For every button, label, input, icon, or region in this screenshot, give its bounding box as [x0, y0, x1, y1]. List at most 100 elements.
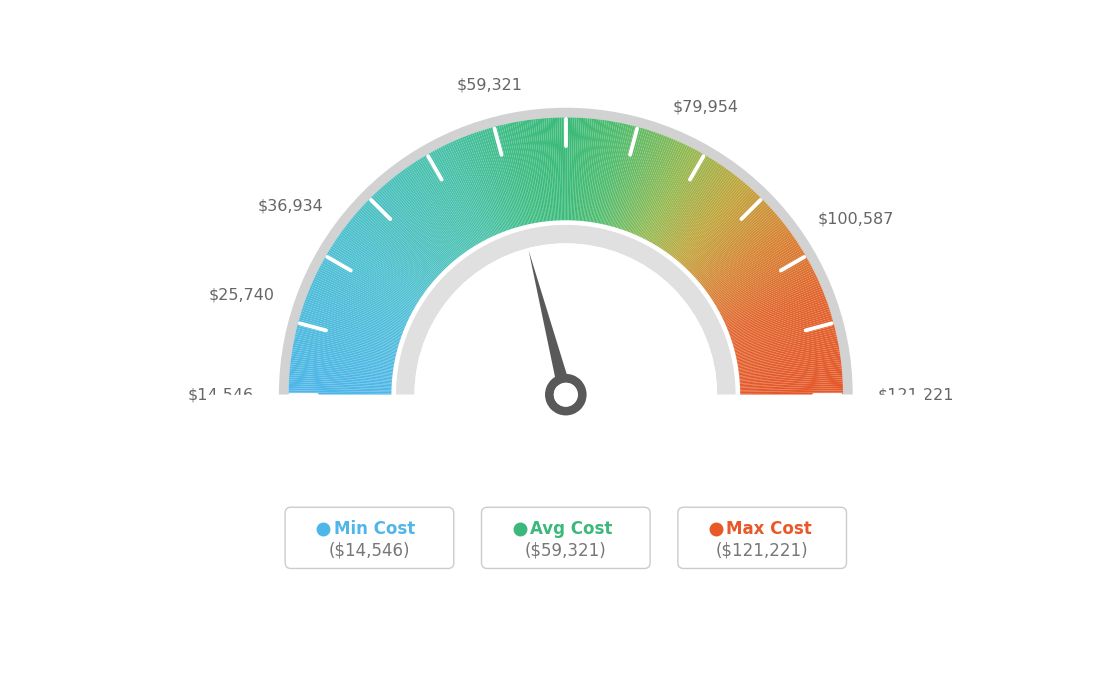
Wedge shape: [612, 127, 641, 227]
Text: $121,221: $121,221: [878, 387, 954, 402]
Wedge shape: [501, 125, 527, 225]
Wedge shape: [553, 118, 559, 220]
Wedge shape: [705, 228, 788, 291]
Wedge shape: [347, 223, 428, 288]
Wedge shape: [289, 382, 392, 388]
Wedge shape: [361, 206, 437, 277]
Wedge shape: [730, 299, 827, 335]
Wedge shape: [735, 330, 836, 355]
Text: Avg Cost: Avg Cost: [530, 520, 613, 538]
Wedge shape: [608, 126, 635, 226]
Wedge shape: [412, 163, 470, 250]
Wedge shape: [592, 121, 609, 222]
Wedge shape: [314, 277, 408, 322]
Wedge shape: [293, 349, 394, 367]
Wedge shape: [736, 341, 838, 362]
Wedge shape: [426, 154, 479, 244]
Wedge shape: [580, 118, 590, 221]
Wedge shape: [333, 242, 420, 300]
Wedge shape: [299, 317, 399, 347]
Wedge shape: [672, 176, 737, 257]
Wedge shape: [296, 328, 396, 354]
Wedge shape: [434, 150, 485, 241]
Wedge shape: [353, 215, 433, 282]
Wedge shape: [371, 195, 445, 270]
Wedge shape: [613, 128, 644, 227]
Wedge shape: [401, 170, 464, 255]
Wedge shape: [421, 157, 476, 246]
Wedge shape: [358, 210, 436, 279]
Wedge shape: [739, 351, 840, 368]
Wedge shape: [649, 150, 699, 241]
Wedge shape: [615, 128, 645, 228]
Wedge shape: [350, 219, 431, 286]
Wedge shape: [718, 259, 809, 310]
Polygon shape: [529, 250, 573, 396]
Wedge shape: [701, 219, 782, 286]
Wedge shape: [436, 148, 486, 241]
Wedge shape: [293, 343, 394, 364]
Wedge shape: [459, 138, 500, 233]
Wedge shape: [720, 265, 811, 314]
Wedge shape: [311, 283, 406, 326]
Wedge shape: [707, 230, 790, 292]
Wedge shape: [290, 362, 393, 375]
Wedge shape: [306, 297, 403, 334]
Wedge shape: [728, 290, 824, 331]
Wedge shape: [338, 235, 423, 295]
Wedge shape: [335, 241, 421, 299]
Wedge shape: [714, 250, 804, 305]
Wedge shape: [669, 172, 732, 255]
Wedge shape: [378, 190, 448, 266]
Wedge shape: [288, 393, 392, 395]
Wedge shape: [492, 127, 521, 226]
Wedge shape: [363, 204, 439, 275]
Wedge shape: [474, 132, 509, 230]
Wedge shape: [376, 191, 447, 268]
Wedge shape: [562, 117, 564, 220]
Circle shape: [554, 383, 577, 406]
Wedge shape: [365, 201, 440, 274]
Wedge shape: [389, 179, 456, 260]
Wedge shape: [721, 267, 813, 315]
Wedge shape: [569, 117, 572, 220]
Wedge shape: [533, 119, 546, 221]
Wedge shape: [440, 147, 488, 239]
Wedge shape: [305, 299, 402, 335]
Wedge shape: [482, 130, 514, 228]
Wedge shape: [740, 393, 843, 395]
Wedge shape: [619, 131, 654, 229]
Wedge shape: [709, 237, 795, 297]
Wedge shape: [352, 216, 433, 284]
Wedge shape: [623, 132, 658, 230]
Wedge shape: [628, 136, 668, 233]
Wedge shape: [289, 377, 392, 385]
Wedge shape: [299, 315, 399, 346]
Wedge shape: [647, 150, 698, 241]
Wedge shape: [388, 181, 455, 261]
Wedge shape: [487, 128, 517, 228]
Wedge shape: [488, 128, 519, 227]
Wedge shape: [697, 211, 775, 280]
Wedge shape: [740, 377, 842, 385]
Wedge shape: [574, 118, 581, 221]
Wedge shape: [503, 124, 528, 225]
Wedge shape: [396, 225, 735, 395]
Wedge shape: [442, 146, 489, 239]
Wedge shape: [414, 244, 718, 395]
Wedge shape: [555, 117, 561, 220]
Wedge shape: [734, 319, 834, 348]
Wedge shape: [304, 303, 401, 338]
Wedge shape: [449, 142, 493, 236]
Text: ($14,546): ($14,546): [329, 542, 411, 560]
Wedge shape: [295, 334, 395, 358]
Wedge shape: [298, 322, 397, 350]
Wedge shape: [293, 345, 394, 364]
Wedge shape: [408, 166, 468, 251]
Wedge shape: [736, 338, 838, 361]
Wedge shape: [296, 330, 396, 355]
Wedge shape: [660, 161, 718, 249]
Wedge shape: [454, 140, 497, 235]
Wedge shape: [291, 353, 393, 370]
Wedge shape: [602, 124, 624, 224]
